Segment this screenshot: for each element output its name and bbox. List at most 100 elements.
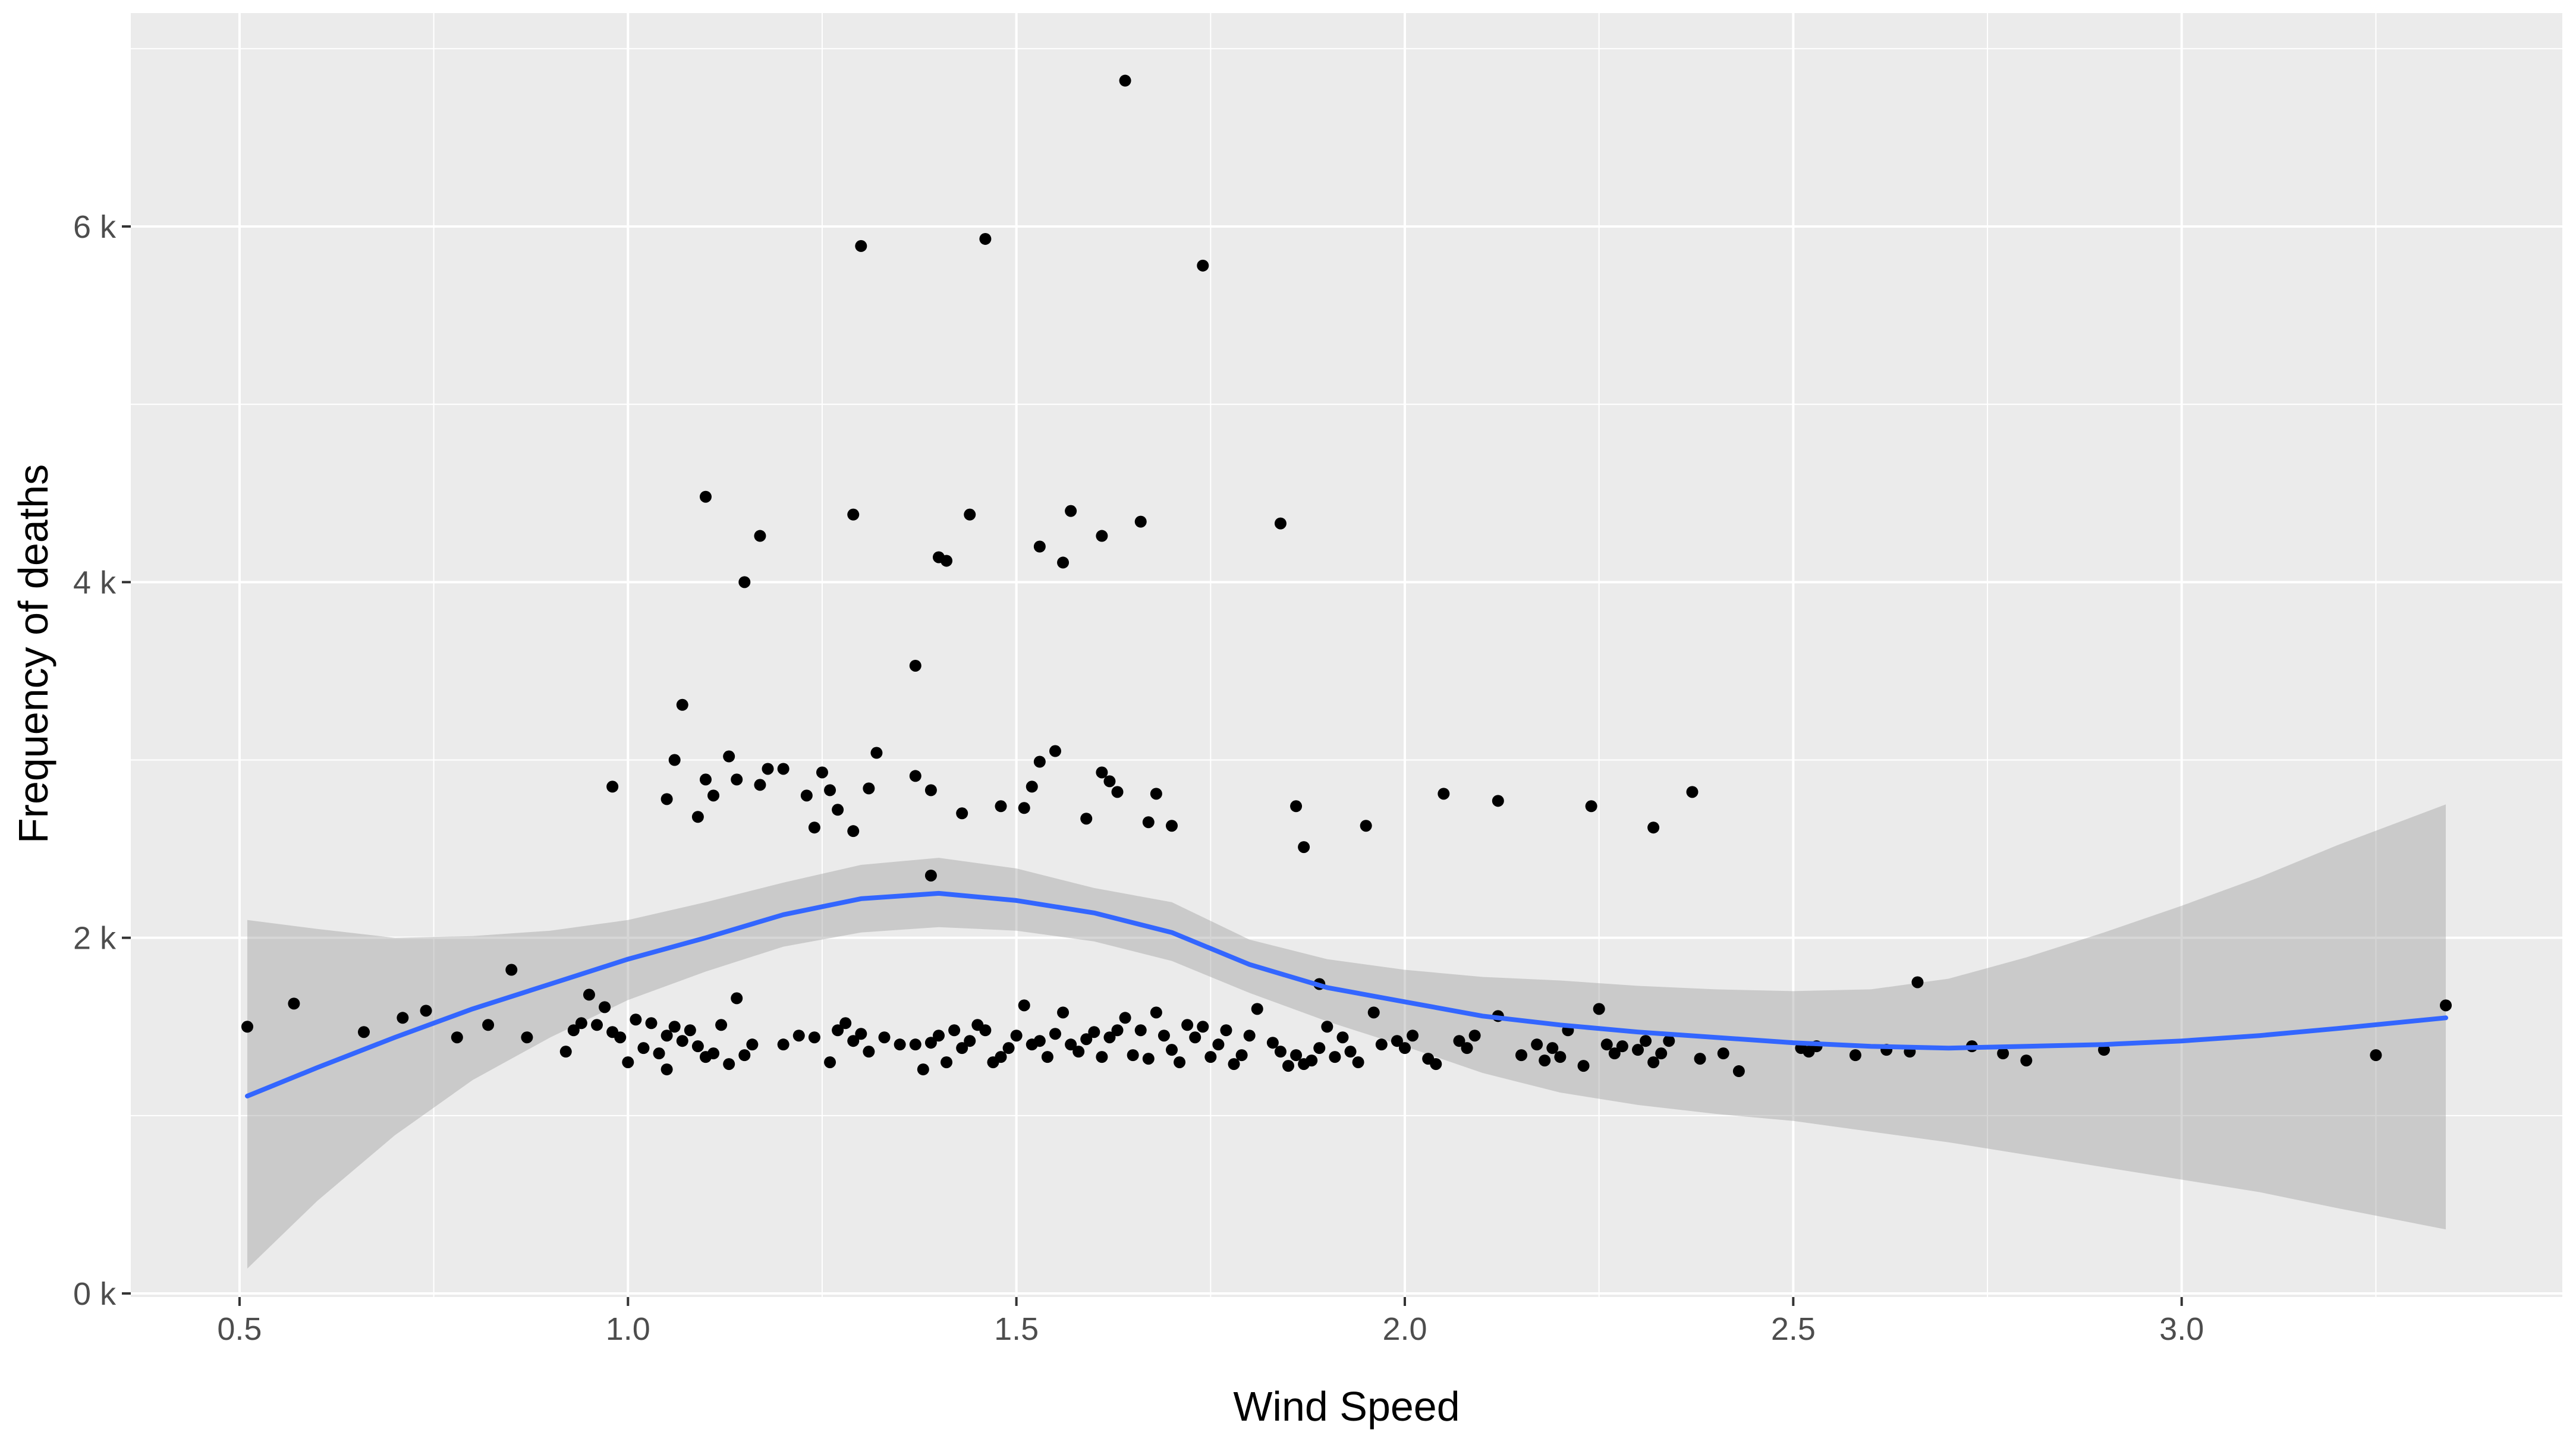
data-point — [832, 1024, 844, 1037]
data-point — [1647, 1056, 1660, 1069]
data-point — [699, 490, 712, 503]
data-point — [824, 784, 836, 797]
data-point — [1134, 515, 1147, 528]
data-point — [1438, 788, 1450, 800]
data-point — [1453, 1035, 1465, 1047]
data-point — [1111, 1024, 1124, 1037]
data-point — [723, 750, 735, 763]
data-point — [746, 1038, 759, 1051]
data-point — [1515, 1049, 1528, 1062]
data-point — [1010, 1030, 1023, 1042]
data-point — [1593, 1003, 1605, 1015]
data-point — [808, 1031, 820, 1044]
data-point — [1352, 1056, 1364, 1069]
data-point — [1313, 1042, 1326, 1054]
data-point — [645, 1017, 658, 1030]
data-point — [1336, 1031, 1349, 1044]
data-point — [847, 825, 860, 838]
data-point — [1290, 1049, 1303, 1062]
confidence-ribbon — [247, 804, 2446, 1269]
data-point — [567, 1024, 580, 1037]
data-point — [1430, 1058, 1442, 1071]
data-point — [1399, 1042, 1411, 1054]
data-point — [1546, 1042, 1559, 1054]
y-axis: 0 k 2 k 4 k 6 k — [73, 209, 131, 1312]
data-point — [1600, 1038, 1613, 1051]
data-point — [1174, 1056, 1186, 1069]
data-point — [676, 1035, 688, 1047]
data-point — [660, 1030, 673, 1042]
data-point — [1321, 1021, 1333, 1033]
data-point — [1306, 1054, 1318, 1067]
smooth-line-layer — [245, 890, 2448, 1098]
data-point — [591, 1019, 603, 1031]
data-point — [808, 821, 820, 834]
data-point — [1360, 820, 1372, 832]
data-point — [1142, 816, 1155, 829]
data-point — [909, 1038, 921, 1051]
data-point — [847, 508, 860, 521]
data-point — [1150, 1006, 1162, 1019]
data-point — [1096, 530, 1108, 542]
x-tick-label: 1.0 — [606, 1311, 650, 1347]
data-point — [1282, 1060, 1294, 1072]
data-point — [964, 508, 976, 521]
data-point — [1150, 788, 1162, 800]
data-point — [909, 659, 921, 672]
data-point — [559, 1046, 572, 1058]
data-point — [1049, 1028, 1061, 1040]
data-point — [1033, 540, 1046, 553]
data-point — [1732, 1065, 1745, 1078]
data-point — [1041, 1051, 1053, 1063]
data-point — [847, 1035, 860, 1047]
data-point — [288, 997, 300, 1010]
data-point — [1608, 1047, 1621, 1060]
data-point — [979, 232, 992, 245]
data-point — [754, 530, 766, 542]
data-point — [575, 1017, 587, 1030]
data-point — [1018, 999, 1030, 1012]
data-point — [1329, 1051, 1341, 1063]
confidence-ribbon-layer — [247, 804, 2446, 1269]
data-point — [832, 804, 844, 816]
x-axis: 0.5 1.0 1.5 2.0 2.5 3.0 — [217, 1297, 2204, 1347]
x-axis-title: Wind Speed — [1233, 1383, 1460, 1430]
y-tick-label: 6 k — [73, 209, 117, 245]
data-point — [1468, 1030, 1481, 1042]
data-point — [723, 1058, 735, 1071]
data-point — [855, 240, 867, 252]
data-point — [660, 1063, 673, 1076]
data-point — [777, 763, 790, 775]
data-point — [614, 1031, 627, 1044]
data-point — [870, 747, 883, 759]
data-point — [1694, 1053, 1706, 1065]
data-point — [707, 789, 720, 802]
data-point — [762, 763, 774, 775]
data-point — [1461, 1042, 1473, 1054]
data-point — [707, 1047, 720, 1060]
data-point — [1849, 1049, 1861, 1062]
data-point — [800, 789, 813, 802]
data-point — [451, 1031, 463, 1044]
data-point — [1655, 1047, 1668, 1060]
data-point — [2020, 1054, 2033, 1067]
data-point — [777, 1038, 790, 1051]
data-point — [731, 773, 743, 786]
data-point — [1298, 841, 1310, 854]
data-point — [1033, 756, 1046, 768]
data-point — [1663, 1035, 1675, 1047]
data-point — [1002, 1042, 1015, 1054]
data-point — [583, 989, 595, 1001]
x-tick-label: 3.0 — [2159, 1311, 2204, 1347]
data-point — [1142, 1053, 1155, 1065]
data-point — [1647, 821, 1660, 834]
data-point — [1096, 1051, 1108, 1063]
data-point — [816, 766, 828, 779]
data-point — [1096, 766, 1108, 779]
data-point — [924, 784, 937, 797]
data-point — [1266, 1037, 1279, 1049]
data-point — [1274, 1046, 1287, 1058]
data-point — [1197, 1021, 1209, 1033]
data-point — [715, 1019, 728, 1031]
